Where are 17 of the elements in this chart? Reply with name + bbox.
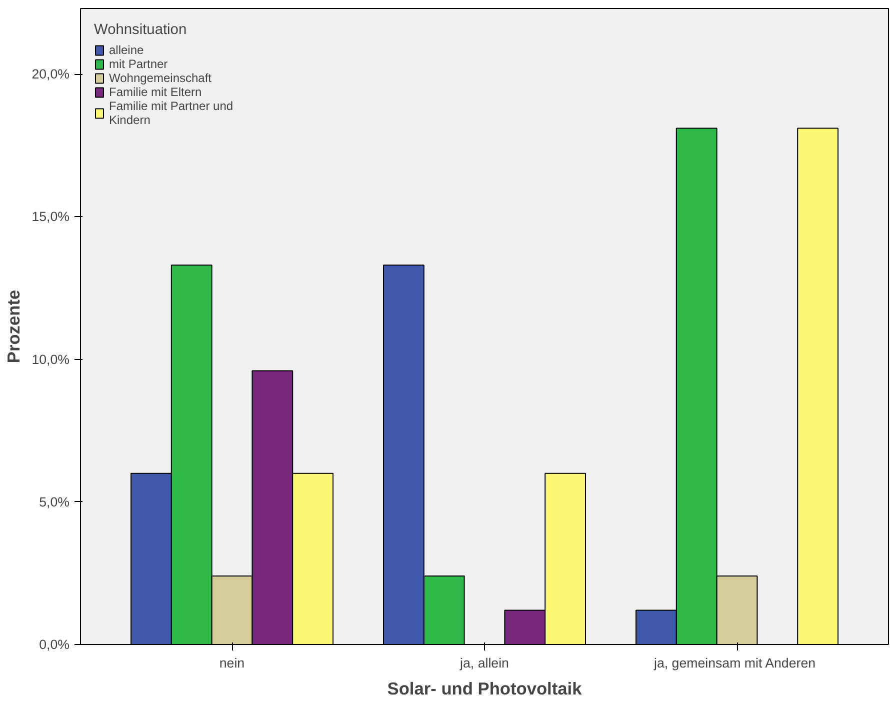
y-tick-label: 10,0% [32, 352, 70, 367]
legend-label: Wohngemeinschaft [109, 71, 212, 85]
legend-title: Wohnsituation [94, 22, 188, 38]
legend-label: mit Partner [109, 57, 168, 71]
y-axis-title: Prozente [4, 290, 24, 364]
x-axis-title: Solar- und Photovoltaik [387, 678, 582, 698]
legend-label: alleine [109, 43, 144, 57]
legend-label: Familie mit Partner und Kindern [109, 99, 234, 127]
y-tick-label: 5,0% [39, 494, 70, 510]
y-tick-label: 20,0% [32, 66, 70, 82]
x-tick-label: ja, allein [459, 656, 509, 670]
y-tick-label: 15,0% [32, 209, 70, 224]
bar [797, 128, 838, 644]
legend-label: Familie mit Eltern [109, 85, 202, 99]
x-tick-label: ja, gemeinsam mit Anderen [653, 656, 816, 670]
y-tick-label: 0,0% [39, 637, 70, 652]
x-tick-label: nein [219, 656, 245, 670]
